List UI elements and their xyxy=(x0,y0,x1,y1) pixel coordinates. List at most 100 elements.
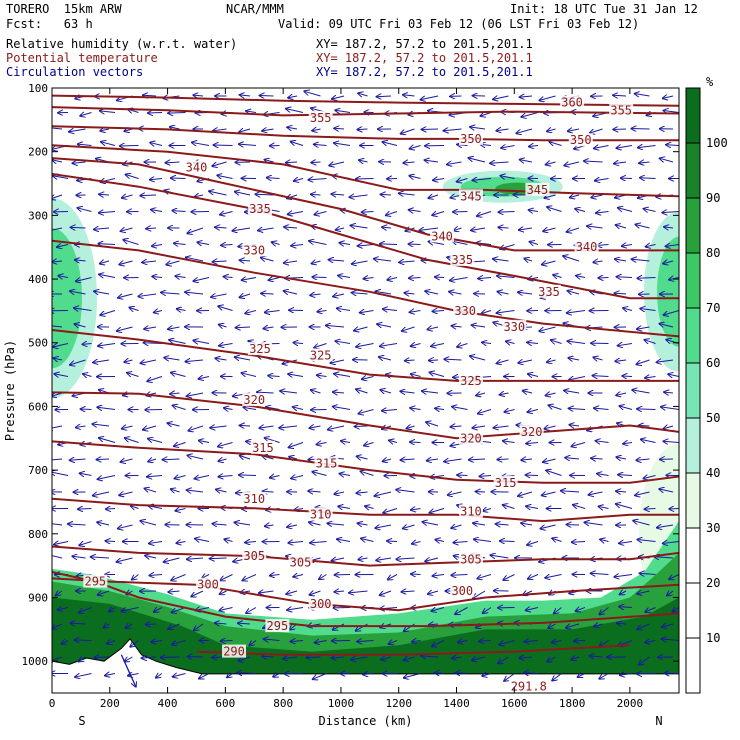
circulation-vector xyxy=(544,195,556,198)
circulation-vector xyxy=(262,656,274,657)
circulation-vector xyxy=(238,656,251,661)
theta-label-bg xyxy=(519,424,544,438)
circulation-vector xyxy=(471,228,486,230)
circulation-vector xyxy=(387,541,398,542)
theta-label-bg xyxy=(308,348,333,362)
circulation-vector xyxy=(351,225,368,228)
circulation-vector xyxy=(259,426,274,428)
circulation-vector xyxy=(499,212,515,213)
y-tick-label: 400 xyxy=(28,273,48,286)
circulation-vector xyxy=(109,608,116,612)
circulation-vector xyxy=(202,575,210,579)
circulation-vector xyxy=(151,641,163,643)
theta-contour-label: 360 xyxy=(561,96,583,110)
circulation-vector xyxy=(636,459,650,460)
circulation-vector xyxy=(374,259,392,261)
circulation-vector xyxy=(152,276,163,277)
circulation-vector xyxy=(552,673,562,681)
theta-contour-310 xyxy=(52,497,679,523)
theta-label-bg xyxy=(525,182,550,196)
circulation-vector xyxy=(540,524,556,529)
circulation-vector xyxy=(268,376,280,377)
circulation-vector xyxy=(401,128,415,134)
circulation-vector xyxy=(337,308,351,310)
circulation-vector xyxy=(73,162,86,163)
circulation-vector xyxy=(662,212,679,213)
circulation-vector xyxy=(478,278,492,279)
circulation-vector xyxy=(123,240,139,245)
circulation-vector xyxy=(240,294,251,297)
circulation-vector xyxy=(213,129,227,131)
circulation-vector xyxy=(569,377,586,380)
circulation-vector xyxy=(452,326,462,327)
circulation-vector xyxy=(185,292,204,294)
theta-label-bg xyxy=(458,431,483,445)
circulation-vector xyxy=(478,409,492,414)
circulation-vector xyxy=(493,96,509,99)
circulation-vector xyxy=(127,373,139,377)
circulation-vector xyxy=(637,327,650,329)
circulation-vector xyxy=(659,324,674,327)
circulation-vector xyxy=(576,608,586,611)
humidity-fill-layer xyxy=(52,170,679,693)
circulation-vector xyxy=(260,95,274,96)
circulation-vector xyxy=(410,442,421,443)
circulation-vector xyxy=(52,623,63,629)
circulation-vector xyxy=(219,344,233,346)
circulation-vector xyxy=(172,640,186,645)
circulation-vector xyxy=(661,407,679,410)
circulation-vector xyxy=(294,179,304,181)
circulation-vector xyxy=(177,309,186,311)
circulation-vector xyxy=(554,607,562,614)
circulation-vector xyxy=(249,641,257,646)
circulation-vector xyxy=(236,327,251,328)
circulation-vector xyxy=(401,459,415,460)
circulation-vector xyxy=(614,162,627,164)
circulation-vector xyxy=(75,324,86,327)
circulation-vector xyxy=(410,146,421,149)
circulation-vector xyxy=(435,540,445,542)
circulation-vector xyxy=(452,657,462,658)
circulation-vector xyxy=(235,357,251,360)
circulation-vector xyxy=(330,360,345,363)
x-tick-label: 1000 xyxy=(328,697,355,710)
circulation-vector xyxy=(617,277,633,278)
circulation-vector xyxy=(530,242,539,245)
circulation-vector xyxy=(599,607,609,615)
circulation-vector xyxy=(422,391,439,393)
circulation-vector xyxy=(565,458,580,459)
x-tick-label: 1400 xyxy=(443,697,470,710)
circulation-vector xyxy=(473,179,492,181)
x-tick-label: 0 xyxy=(49,697,56,710)
circulation-vector xyxy=(150,179,163,180)
circulation-vector xyxy=(389,641,398,644)
circulation-vector xyxy=(622,245,633,247)
circulation-vector xyxy=(542,492,556,495)
circulation-vector xyxy=(363,674,374,675)
theta-contour-320 xyxy=(52,391,679,440)
circulation-vector xyxy=(548,624,556,628)
circulation-vector xyxy=(187,227,204,233)
circulation-vector xyxy=(287,525,298,527)
circulation-vector xyxy=(468,158,486,163)
circulation-vector xyxy=(168,623,180,629)
circulation-vector xyxy=(547,656,556,662)
circulation-vector xyxy=(361,538,374,541)
circulation-vector xyxy=(432,608,445,612)
circulation-vector xyxy=(232,228,251,231)
circulation-vector xyxy=(568,291,580,294)
circulation-vector xyxy=(454,228,462,231)
theta-contour-label: 335 xyxy=(538,285,560,299)
circulation-vector xyxy=(663,441,679,442)
circulation-vector xyxy=(575,209,586,212)
circulation-vector xyxy=(266,407,280,410)
circulation-vector xyxy=(161,657,180,658)
circulation-vector xyxy=(235,192,251,195)
circulation-vector xyxy=(566,624,580,628)
circulation-vector xyxy=(659,489,674,492)
circulation-vector xyxy=(210,558,227,559)
circulation-vector xyxy=(547,207,562,212)
theta-label-bg xyxy=(242,549,267,563)
circulation-vector xyxy=(632,390,650,393)
circulation-vector xyxy=(589,492,603,495)
